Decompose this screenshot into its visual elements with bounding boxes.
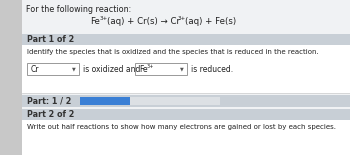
Bar [22, 45, 350, 93]
Text: (aq) + Fe(s): (aq) + Fe(s) [185, 17, 236, 26]
Text: 3+: 3+ [100, 16, 108, 21]
Text: 3+: 3+ [147, 64, 154, 69]
Bar [0, 0, 22, 155]
Text: ▼: ▼ [72, 66, 76, 71]
Bar [80, 97, 220, 105]
Bar [135, 63, 187, 75]
Bar [22, 109, 350, 120]
Text: 3+: 3+ [178, 16, 186, 21]
Text: Fe: Fe [90, 17, 100, 26]
Bar [27, 63, 79, 75]
Bar [22, 120, 350, 155]
Text: Fe: Fe [139, 64, 148, 73]
Text: For the following reaction:: For the following reaction: [26, 5, 131, 14]
Text: Part 1 of 2: Part 1 of 2 [27, 35, 74, 44]
Text: (aq) + Cr(s) → Cr: (aq) + Cr(s) → Cr [107, 17, 180, 26]
Text: Write out half reactions to show how many electrons are gained or lost by each s: Write out half reactions to show how man… [27, 124, 336, 130]
Text: ▼: ▼ [180, 66, 184, 71]
Text: Part 2 of 2: Part 2 of 2 [27, 110, 74, 119]
Bar [22, 34, 350, 45]
Text: Identify the species that is oxidized and the species that is reduced in the rea: Identify the species that is oxidized an… [27, 49, 319, 55]
Text: is reduced.: is reduced. [191, 64, 233, 73]
Text: Cr: Cr [31, 64, 40, 73]
Bar [22, 95, 350, 107]
Text: is oxidized and: is oxidized and [83, 64, 140, 73]
Bar [80, 97, 130, 105]
Text: Part: 1 / 2: Part: 1 / 2 [27, 97, 71, 106]
